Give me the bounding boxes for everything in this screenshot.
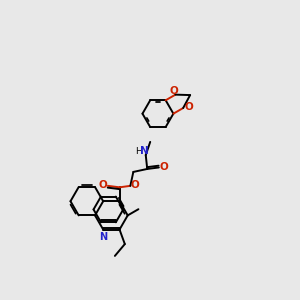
Text: H: H <box>135 147 142 156</box>
Text: O: O <box>160 163 168 172</box>
Text: N: N <box>140 146 148 157</box>
Text: O: O <box>184 101 193 112</box>
Text: O: O <box>131 180 140 190</box>
Text: O: O <box>98 180 107 190</box>
Text: N: N <box>99 232 107 242</box>
Text: O: O <box>170 86 178 96</box>
